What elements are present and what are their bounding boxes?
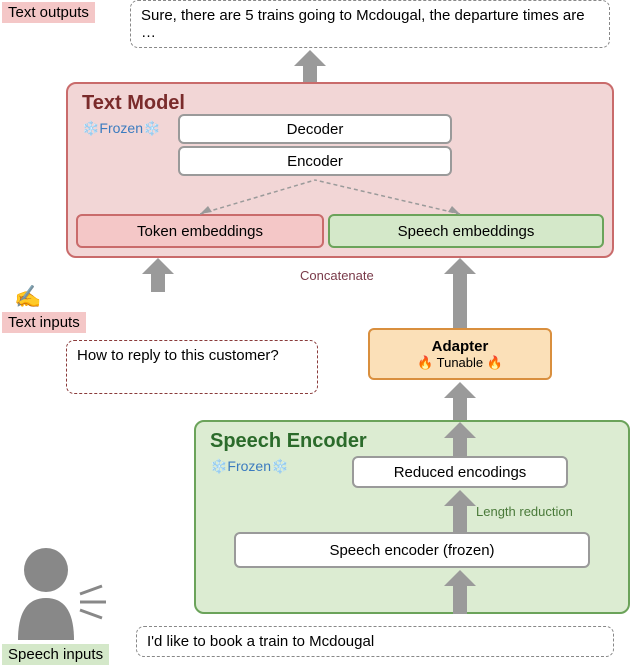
concatenate-label: Concatenate xyxy=(300,268,374,283)
speech-encoder-title: Speech Encoder xyxy=(210,430,367,453)
hand-icon: ✍ xyxy=(14,284,41,310)
reduced-encodings-box: Reduced encodings xyxy=(352,456,568,488)
text-model-title: Text Model xyxy=(82,92,185,115)
arrow-speech-emb-up xyxy=(453,272,467,328)
arrow-reduced-up xyxy=(453,436,467,456)
encoder-box: Encoder xyxy=(178,146,452,176)
text-outputs-label: Text outputs xyxy=(2,2,95,23)
arrow-to-speech-encoder xyxy=(453,584,467,614)
arrow-token-up xyxy=(151,272,165,292)
speech-inputs-label: Speech inputs xyxy=(2,644,109,665)
text-input-bubble: How to reply to this customer? xyxy=(66,340,318,394)
decoder-box: Decoder xyxy=(178,114,452,144)
token-embeddings-box: Token embeddings xyxy=(76,214,324,248)
adapter-label: Adapter xyxy=(432,338,489,355)
speech-input-bubble: I'd like to book a train to Mcdougal xyxy=(136,626,614,657)
text-inputs-label: Text inputs xyxy=(2,312,86,333)
output-bubble: Sure, there are 5 trains going to Mcdoug… xyxy=(130,0,610,48)
length-reduction-label: Length reduction xyxy=(476,504,573,519)
speech-encoder-frozen: ❄️Frozen❄️ xyxy=(210,458,288,475)
speech-encoder-frozen-box: Speech encoder (frozen) xyxy=(234,532,590,568)
concatenate-lines xyxy=(200,178,480,216)
arrow-to-adapter xyxy=(453,396,467,420)
adapter-tunable: 🔥 Tunable 🔥 xyxy=(417,355,503,371)
speech-embeddings-box: Speech embeddings xyxy=(328,214,604,248)
text-model-frozen: ❄️Frozen❄️ xyxy=(82,120,160,137)
arrow-decoder-to-output xyxy=(303,64,317,82)
speaking-silhouette-icon xyxy=(6,542,116,642)
adapter-box: Adapter 🔥 Tunable 🔥 xyxy=(368,328,552,380)
arrow-length-reduction xyxy=(453,504,467,532)
